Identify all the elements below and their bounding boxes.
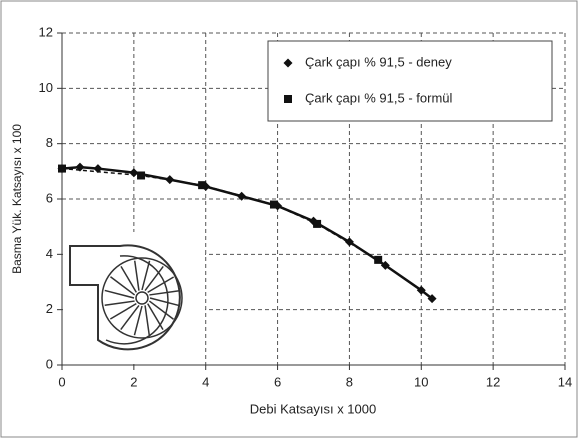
diamond-marker [416, 285, 426, 295]
fan-housing [69, 244, 181, 351]
diamond-marker [283, 58, 293, 68]
x-axis-label: Debi Katsayısı x 1000 [250, 401, 376, 416]
fan-blade [144, 266, 164, 292]
diamond-marker [427, 294, 437, 304]
diamond-marker [129, 168, 139, 178]
fan-blade [149, 297, 180, 307]
fan-blade [120, 304, 140, 330]
x-tick-label: 14 [558, 374, 572, 389]
fan-wheel [101, 257, 183, 339]
y-tick-label: 4 [46, 246, 53, 261]
x-tick-label: 0 [58, 374, 65, 389]
fan-inner-housing [105, 255, 169, 345]
y-tick-label: 2 [46, 301, 53, 316]
square-marker [374, 255, 383, 264]
fan-hub [135, 291, 149, 305]
fan-blade [149, 289, 180, 296]
series-line [61, 167, 379, 261]
fan-blade [141, 260, 151, 291]
fan-blade [109, 303, 137, 320]
legend-label: Çark çapı % 91,5 - deney [305, 54, 452, 69]
fan-blade [104, 300, 135, 307]
square-marker [284, 95, 292, 103]
y-tick-label: 12 [39, 24, 53, 39]
fan-blade [104, 289, 135, 299]
square-marker [313, 219, 322, 228]
fan-illustration [63, 232, 205, 364]
fan-blade [110, 276, 136, 296]
x-tick-label: 10 [414, 374, 428, 389]
fan-blades [104, 260, 180, 336]
x-tick-label: 12 [486, 374, 500, 389]
x-tick-label: 6 [274, 374, 281, 389]
legend-box [267, 40, 553, 122]
legend: Çark çapı % 91,5 - deney Çark çapı % 91,5… [267, 40, 553, 122]
y-tick-label: 8 [46, 135, 53, 150]
fan-blade [133, 305, 143, 336]
diamond-marker [380, 260, 390, 270]
x-tick-label: 4 [202, 374, 209, 389]
fan-blade [147, 303, 164, 331]
square-marker [269, 200, 278, 209]
fan-blade [133, 260, 140, 291]
x-tick-label: 2 [130, 374, 137, 389]
x-tick-label: 8 [346, 374, 353, 389]
square-marker [198, 181, 207, 190]
square-marker [58, 164, 66, 173]
y-tick-label: 10 [39, 80, 53, 95]
y-axis-label: Basma Yük. Katsayısı x 100 [10, 124, 24, 274]
diamond-marker [93, 164, 103, 174]
legend-label: Çark çapı % 91,5 - formül [305, 90, 452, 105]
fan-blade [120, 265, 137, 293]
fan-blade [148, 300, 174, 320]
y-tick-label: 6 [46, 190, 53, 205]
y-tick-label: 0 [46, 356, 53, 371]
fan-blade [147, 276, 175, 293]
fan-blade [144, 305, 151, 336]
square-marker [137, 171, 146, 180]
